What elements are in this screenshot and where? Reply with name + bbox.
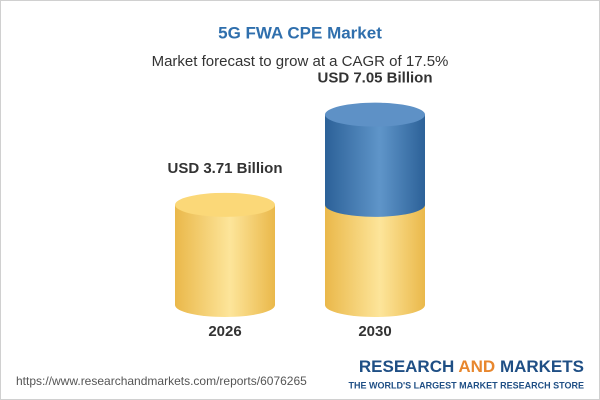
value-label: USD 3.71 Billion (167, 160, 282, 177)
cylinder-body (325, 114, 425, 205)
cylinder-bottom (325, 192, 425, 217)
source-url: https://www.researchandmarkets.com/repor… (16, 374, 307, 388)
brand-word: AND (458, 357, 495, 376)
brand-logo: RESEARCH AND MARKETS (359, 357, 584, 376)
value-label: USD 7.05 Billion (317, 70, 432, 87)
cylinder-body (325, 204, 425, 305)
brand-word: MARKETS (500, 357, 584, 376)
cylinder (175, 192, 275, 317)
cylinder (325, 102, 425, 317)
chart-title: 5G FWA CPE Market (218, 23, 382, 42)
brand-word: RESEARCH (359, 357, 454, 376)
category-label: 2030 (358, 323, 391, 340)
brand-tagline: THE WORLD'S LARGEST MARKET RESEARCH STOR… (349, 380, 584, 390)
cylinder-top (175, 192, 275, 217)
cylinder-bottom (175, 293, 275, 317)
chart-subtitle: Market forecast to grow at a CAGR of 17.… (152, 53, 449, 70)
cylinder-top (325, 102, 425, 127)
category-label: 2026 (208, 323, 241, 340)
cylinder-bottom (325, 293, 425, 317)
cylinder-body (175, 204, 275, 305)
